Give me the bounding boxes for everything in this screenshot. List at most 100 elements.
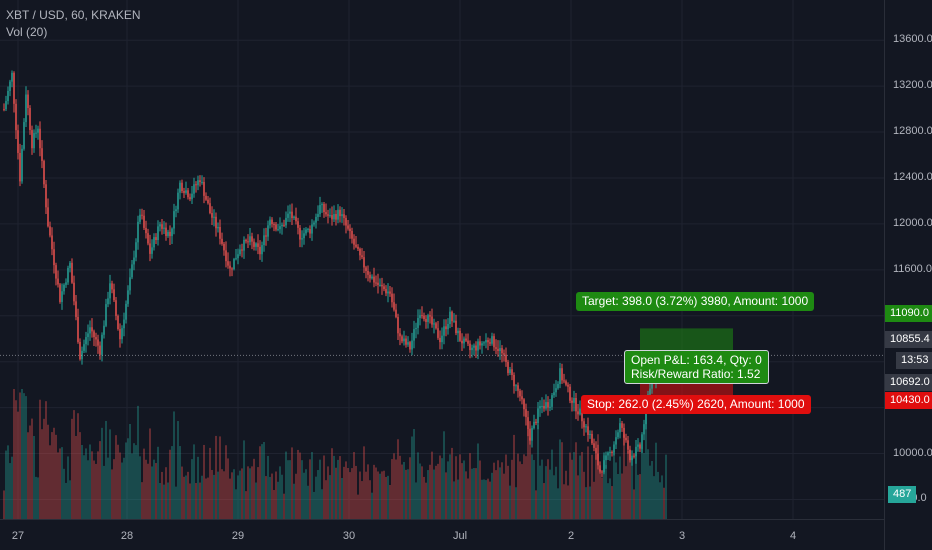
candle-body <box>409 342 411 350</box>
candle-body <box>591 433 593 444</box>
candle-body <box>629 449 631 461</box>
volume-bar <box>481 479 483 519</box>
candle-body <box>199 180 201 183</box>
candle-body <box>325 212 327 215</box>
volume-bar <box>59 448 61 519</box>
volume-bar <box>453 481 455 519</box>
candle-body <box>97 339 99 346</box>
candle-body <box>595 447 597 454</box>
candle-body <box>133 257 135 265</box>
candle-body <box>125 303 127 320</box>
candle-body <box>197 180 199 186</box>
volume-bar <box>43 418 45 519</box>
volume-bar <box>45 401 47 519</box>
candle-body <box>193 184 195 194</box>
volume-bar <box>193 444 195 519</box>
volume-bar <box>137 405 139 519</box>
volume-indicator-title[interactable]: Vol (20) <box>6 25 48 39</box>
candle-body <box>37 128 39 133</box>
volume-bar <box>291 447 293 519</box>
candle-body <box>171 228 173 237</box>
volume-bar <box>255 482 257 519</box>
candle-body <box>245 239 247 242</box>
candle-body <box>609 451 611 453</box>
volume-bar <box>207 477 209 519</box>
candle-body <box>155 237 157 241</box>
symbol-title[interactable]: XBT / USD, 60, KRAKEN <box>6 8 141 22</box>
candle-body <box>631 455 633 461</box>
candle-body <box>61 291 63 302</box>
volume-bar <box>473 467 475 519</box>
candle-body <box>181 182 183 192</box>
volume-bar <box>465 471 467 519</box>
candle-body <box>579 408 581 415</box>
candle-body <box>417 318 419 328</box>
candle-body <box>115 300 117 316</box>
chart-legend[interactable]: XBT / USD, 60, KRAKEN Vol (20) <box>6 7 141 41</box>
volume-bar <box>33 435 35 519</box>
volume-bar <box>601 477 603 519</box>
candle-body <box>519 390 521 397</box>
volume-bar <box>195 483 197 519</box>
candle-body <box>149 243 151 254</box>
volume-bar <box>191 459 193 519</box>
candle-body <box>179 182 181 193</box>
volume-bar <box>461 463 463 519</box>
candle-body <box>617 432 619 438</box>
candle-body <box>77 316 79 342</box>
candle-body <box>615 437 617 445</box>
candle-body <box>287 213 289 218</box>
time-tick-label: 4 <box>789 530 797 542</box>
volume-bar <box>211 469 213 519</box>
candle-body <box>521 396 523 400</box>
candle-body <box>575 397 577 412</box>
candle-body <box>173 211 175 229</box>
candle-body <box>69 262 71 268</box>
volume-bar <box>581 451 583 519</box>
volume-bar <box>375 467 377 519</box>
volume-bar <box>157 446 159 519</box>
candle-body <box>509 369 511 373</box>
candle-body <box>47 207 49 227</box>
volume-bar <box>209 447 211 519</box>
volume-bar <box>201 475 203 519</box>
pnl-label[interactable]: Open P&L: 163.4, Qty: 0 Risk/Reward Rati… <box>624 350 769 384</box>
volume-bar <box>213 474 215 519</box>
candle-body <box>261 245 263 255</box>
target-label[interactable]: Target: 398.0 (3.72%) 3980, Amount: 1000 <box>576 292 815 311</box>
candle-body <box>39 128 41 149</box>
volume-bar <box>533 460 535 519</box>
volume-bar <box>323 455 325 519</box>
volume-bar <box>289 460 291 519</box>
volume-bar <box>637 474 639 519</box>
volume-bar <box>215 435 217 519</box>
volume-bar <box>449 454 451 519</box>
volume-bar <box>483 479 485 519</box>
candle-body <box>183 191 185 193</box>
candle-body <box>641 434 643 449</box>
volume-bar <box>513 434 515 519</box>
candle-body <box>317 214 319 217</box>
candle-body <box>339 209 341 217</box>
candle-body <box>309 229 311 234</box>
candle-body <box>493 336 495 348</box>
volume-bar <box>281 474 283 519</box>
volume-bar <box>593 481 595 519</box>
stop-label[interactable]: Stop: 262.0 (2.45%) 2620, Amount: 1000 <box>581 395 811 414</box>
volume-bar <box>611 486 613 519</box>
candle-body <box>635 446 637 457</box>
volume-bar <box>89 444 91 519</box>
volume-bar <box>529 437 531 519</box>
candle-body <box>551 395 553 407</box>
volume-bar <box>365 471 367 519</box>
volume-bar <box>301 460 303 519</box>
volume-bar <box>585 487 587 519</box>
candle-body <box>215 216 217 229</box>
candle-body <box>585 426 587 428</box>
candle-body <box>561 368 563 381</box>
candle-body <box>511 369 513 376</box>
volume-bar <box>81 444 83 519</box>
volume-bar <box>563 484 565 519</box>
